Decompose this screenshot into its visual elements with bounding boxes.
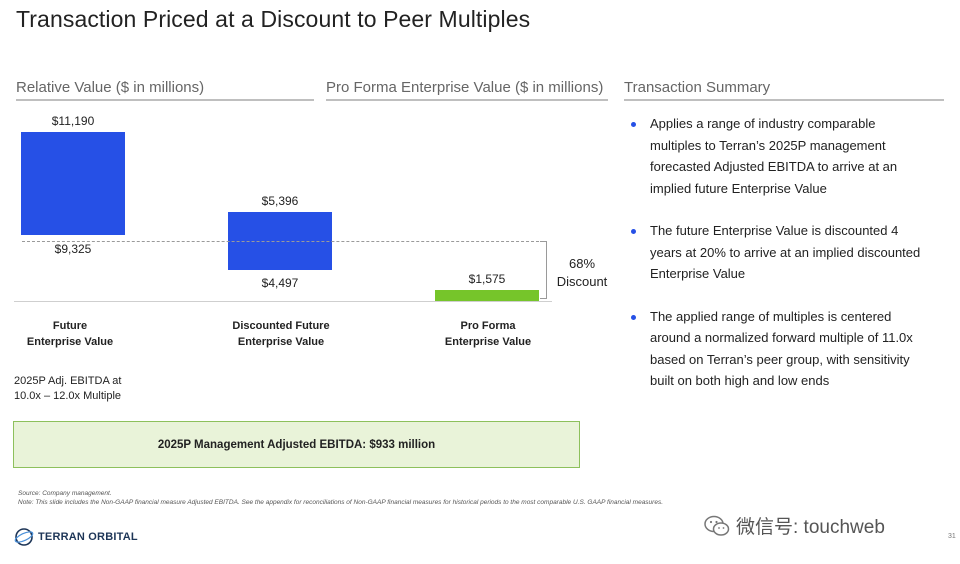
discount-bracket	[540, 241, 547, 299]
reference-dashed-line	[22, 241, 544, 242]
discounted-ev-low-label: $4,497	[261, 276, 299, 290]
footnotes: Source: Company management. Note: This s…	[18, 489, 838, 507]
logo-text: TERRAN ORBITAL	[38, 531, 138, 543]
pro-forma-ev-label: $1,575	[468, 272, 506, 286]
chart-baseline	[14, 301, 552, 302]
page-title: Transaction Priced at a Discount to Peer…	[16, 6, 531, 32]
category-label-future-ev: Future Enterprise Value	[26, 320, 114, 348]
discount-annotation: 68% Discount	[550, 255, 614, 291]
category-label-pro-forma-ev: Pro Forma Enterprise Value	[444, 320, 532, 348]
pro-forma-ev-bar	[435, 290, 539, 301]
multiple-note: 2025P Adj. EBITDA at 10.0x – 12.0x Multip…	[14, 375, 122, 402]
summary-bullet-text: The applied range of multiples is center…	[650, 308, 913, 389]
summary-bullet: The applied range of multiples is center…	[628, 306, 928, 392]
future-ev-low-label: $9,325	[54, 242, 92, 256]
source-note: Source: Company management.	[18, 490, 112, 497]
transaction-summary-header: Transaction Summary	[624, 79, 944, 101]
discounted-ev-high-label: $5,396	[261, 194, 299, 208]
future-ev-bar	[21, 132, 125, 235]
category-label-discounted-ev: Discounted Future Enterprise Value	[232, 320, 330, 348]
gaap-note: Note: This slide includes the Non-GAAP f…	[18, 499, 664, 506]
summary-bullet-text: Applies a range of industry comparable m…	[650, 116, 898, 196]
bullet-dot-icon	[631, 122, 636, 127]
wechat-icon	[704, 515, 730, 536]
summary-bullet-text: The future Enterprise Value is discounte…	[650, 223, 921, 281]
summary-bullet-list: Applies a range of industry comparable m…	[628, 113, 928, 413]
pro-forma-header: Pro Forma Enterprise Value ($ in million…	[326, 79, 608, 101]
ebitda-callout-text: 2025P Management Adjusted EBITDA: $933 m…	[157, 438, 436, 451]
future-ev-high-label: $11,190	[51, 114, 95, 128]
relative-value-header: Relative Value ($ in millions)	[16, 79, 314, 101]
ebitda-callout: 2025P Management Adjusted EBITDA: $933 m…	[13, 421, 580, 468]
page-number: 31	[948, 533, 956, 540]
summary-bullet: Applies a range of industry comparable m…	[628, 113, 928, 199]
company-logo: TERRAN ORBITAL	[14, 527, 138, 547]
bullet-dot-icon	[631, 229, 636, 234]
wechat-watermark: 微信号: touchweb	[704, 512, 885, 539]
orbit-logo-icon	[14, 528, 34, 546]
bullet-dot-icon	[631, 314, 636, 320]
watermark-text: 微信号: touchweb	[736, 517, 885, 538]
summary-bullet: The future Enterprise Value is discounte…	[628, 220, 928, 285]
discount-annotation-text: 68% Discount	[556, 256, 608, 289]
